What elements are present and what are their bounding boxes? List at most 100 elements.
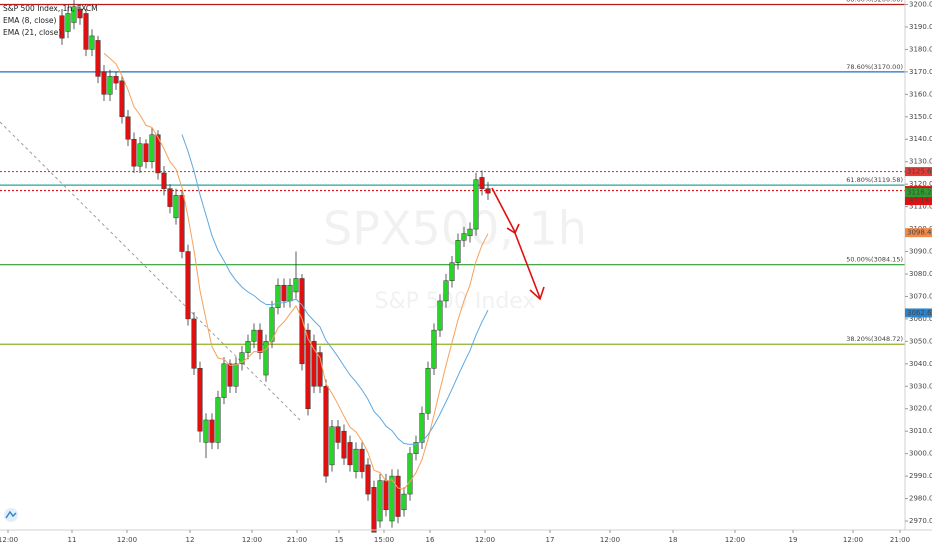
candle-body xyxy=(149,134,155,162)
candle-body xyxy=(389,475,395,522)
candle-body xyxy=(77,8,83,19)
candle-body xyxy=(227,363,233,387)
candle-body xyxy=(359,448,365,472)
x-tick-label: 15 xyxy=(335,536,344,544)
y-tick-label: 2990.00 xyxy=(909,472,932,480)
trend-line xyxy=(0,121,301,421)
candle-body xyxy=(257,329,263,353)
price-tag-label: 3125.60 xyxy=(907,168,932,176)
price-tag-label: 3098.40 xyxy=(907,229,932,237)
y-tick-label: 3200.00 xyxy=(909,0,932,8)
candle-body xyxy=(65,13,71,32)
logo-badge xyxy=(4,508,18,522)
x-tick-label: 18 xyxy=(669,536,678,544)
logo xyxy=(4,508,18,522)
candle-body xyxy=(473,179,479,230)
price-tag xyxy=(905,188,932,198)
price-tag xyxy=(905,308,932,318)
y-tick-label: 3120.00 xyxy=(909,180,932,188)
plot-layer xyxy=(59,0,491,533)
candle-body xyxy=(341,430,347,459)
candle-body xyxy=(461,233,467,241)
candle-body xyxy=(371,487,377,533)
candle-body xyxy=(143,143,149,162)
candle-body xyxy=(395,475,401,517)
x-tick-label: 21:00 xyxy=(890,536,910,544)
ema-line xyxy=(103,52,489,490)
candle-body xyxy=(407,453,413,495)
candle-body xyxy=(413,442,419,454)
candle-body xyxy=(323,386,329,477)
level-label: 88.60%(3200.00) xyxy=(846,0,903,3)
candle-body xyxy=(233,363,239,387)
arrow-head xyxy=(529,286,545,301)
price-tag xyxy=(905,167,932,177)
candle-body xyxy=(59,15,65,39)
x-tick-label: 12:00 xyxy=(0,536,18,544)
x-tick-label: 15:00 xyxy=(374,536,394,544)
candle-body xyxy=(299,278,305,365)
candle-body xyxy=(167,188,173,207)
y-tick-label: 2980.00 xyxy=(909,495,932,503)
ema-line xyxy=(181,134,489,445)
x-tick-label: 12:00 xyxy=(843,536,863,544)
y-tick-label: 2970.00 xyxy=(909,517,932,525)
candle-body xyxy=(443,280,449,302)
y-tick-label: 3090.00 xyxy=(909,248,932,256)
y-tick-label: 3040.00 xyxy=(909,360,932,368)
candle-body xyxy=(479,177,485,189)
logo-mark xyxy=(5,510,17,519)
x-tick-label: 19 xyxy=(789,536,798,544)
y-tick-label: 3160.00 xyxy=(909,90,932,98)
candle-body xyxy=(185,251,191,320)
candle-body xyxy=(203,419,209,443)
y-tick-label: 3050.00 xyxy=(909,337,932,345)
candle-body xyxy=(89,35,95,50)
candle-body xyxy=(191,318,197,369)
candle-body xyxy=(209,419,215,443)
candle-body xyxy=(365,464,371,495)
arrow-stroke xyxy=(491,187,516,233)
candle-body xyxy=(401,493,407,511)
x-tick-label: 11 xyxy=(68,536,77,544)
price-tag-countdown: 47:14 xyxy=(909,197,930,205)
candle-body xyxy=(353,448,359,472)
candle-body xyxy=(215,397,221,443)
y-tick-label: 3170.00 xyxy=(909,68,932,76)
y-tick-label: 3190.00 xyxy=(909,23,932,31)
candle-body xyxy=(347,442,353,466)
candle-body xyxy=(311,341,317,387)
candle-body xyxy=(101,71,107,95)
candle-body xyxy=(425,368,431,414)
candle-body xyxy=(245,341,251,353)
y-tick-label: 3150.00 xyxy=(909,113,932,121)
candle-body xyxy=(131,138,137,167)
y-tick-label: 3010.00 xyxy=(909,427,932,435)
price-tag xyxy=(905,228,932,238)
candle-body xyxy=(161,172,167,189)
candle-body xyxy=(305,329,311,409)
candle-body xyxy=(485,188,491,194)
y-tick-label: 3110.00 xyxy=(909,203,932,211)
price-axis xyxy=(905,0,932,530)
candle-body xyxy=(113,76,119,84)
candle-body xyxy=(221,363,227,398)
y-tick-label: 3080.00 xyxy=(909,270,932,278)
y-tick-label: 3130.00 xyxy=(909,158,932,166)
x-tick-label: 12:00 xyxy=(475,536,495,544)
candle-body xyxy=(269,307,275,342)
candle-body xyxy=(239,352,245,365)
candle-body xyxy=(263,341,269,376)
candle-body xyxy=(419,412,425,443)
candle-body xyxy=(275,284,281,308)
candle-body xyxy=(437,300,443,331)
candle-body xyxy=(431,329,437,369)
watermark: SPX500, 1h xyxy=(323,202,587,256)
candle-body xyxy=(293,278,299,293)
candle-body xyxy=(251,329,257,342)
candle-body xyxy=(383,480,389,511)
candle-body xyxy=(83,13,89,50)
legend-study: EMA (21, close) xyxy=(3,28,61,37)
